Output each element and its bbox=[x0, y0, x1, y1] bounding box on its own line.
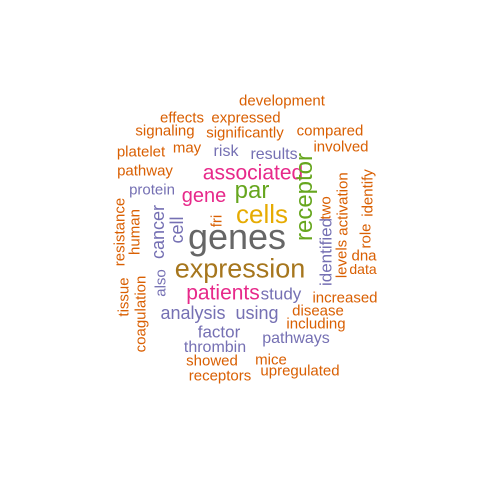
word-resistance: resistance bbox=[111, 197, 129, 267]
word-role: role bbox=[357, 223, 375, 249]
word-dna: dna bbox=[351, 247, 377, 265]
word-analysis: analysis bbox=[160, 303, 226, 323]
word-development: development bbox=[239, 92, 325, 110]
word-expression: expression bbox=[174, 253, 306, 284]
word-levels: levels bbox=[333, 239, 351, 279]
word-upregulated: upregulated bbox=[260, 362, 340, 380]
word-may: may bbox=[172, 139, 202, 157]
word-identified: identified bbox=[316, 217, 336, 287]
word-identify: identify bbox=[359, 169, 377, 217]
word-signaling: signaling bbox=[135, 122, 195, 140]
word-cancer: cancer bbox=[148, 204, 168, 260]
word-results: results bbox=[250, 146, 298, 163]
word-including: including bbox=[286, 315, 346, 333]
word-compared: compared bbox=[296, 122, 364, 140]
word-mice: mice bbox=[255, 351, 287, 369]
word-genes: genes bbox=[187, 216, 287, 257]
word-also: also bbox=[152, 269, 170, 297]
word-data: data bbox=[349, 261, 377, 277]
word-significantly: significantly bbox=[206, 124, 284, 142]
word-activation: activation bbox=[334, 172, 352, 236]
word-showed: showed bbox=[186, 352, 238, 370]
word-gene: gene bbox=[181, 185, 227, 207]
word-involved: involved bbox=[313, 138, 369, 156]
word-pathway: pathway bbox=[117, 162, 173, 180]
word-cell: cell bbox=[167, 216, 187, 244]
word-two: two bbox=[317, 196, 335, 220]
word-increased: increased bbox=[312, 289, 378, 307]
word-pathways: pathways bbox=[262, 330, 330, 347]
word-receptor: receptor bbox=[291, 152, 318, 242]
word-thrombin: thrombin bbox=[183, 339, 247, 356]
word-receptors: receptors bbox=[188, 367, 252, 385]
word-using: using bbox=[235, 303, 279, 323]
word-cells: cells bbox=[235, 199, 289, 229]
word-expressed: expressed bbox=[211, 109, 281, 127]
word-effects: effects bbox=[160, 109, 204, 127]
word-associated: associated bbox=[202, 161, 304, 185]
word-study: study bbox=[260, 284, 302, 304]
word-platelet: platelet bbox=[116, 143, 166, 161]
word-disease: disease bbox=[292, 302, 344, 320]
word-human: human bbox=[126, 209, 144, 255]
word-protein: protein bbox=[129, 181, 175, 199]
word-coagulation: coagulation bbox=[132, 275, 150, 353]
word-risk: risk bbox=[213, 143, 239, 160]
word-patients: patients bbox=[186, 281, 260, 305]
word-par: par bbox=[234, 177, 270, 204]
word-tissue: tissue bbox=[115, 277, 133, 317]
word-factor: factor bbox=[197, 322, 241, 342]
